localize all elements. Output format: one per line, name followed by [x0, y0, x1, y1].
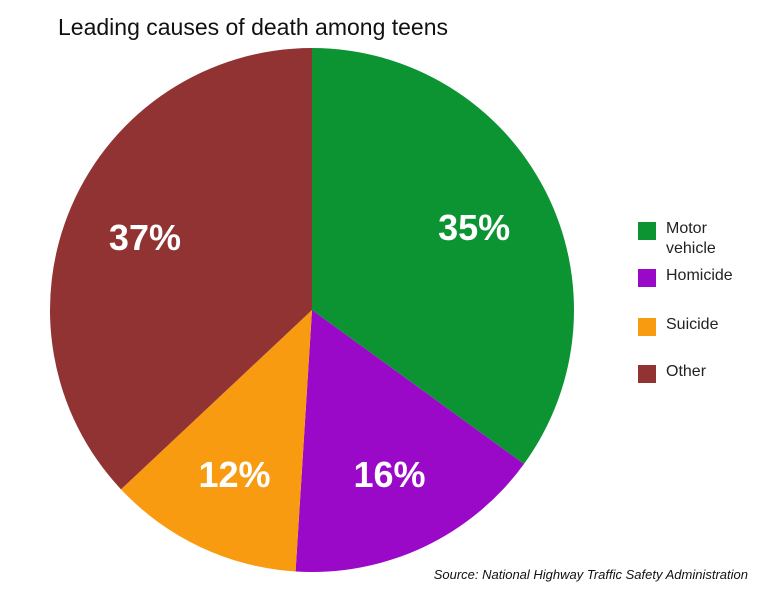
slice-value-label: 37%: [109, 217, 181, 258]
chart-title: Leading causes of death among teens: [58, 14, 449, 40]
pie-slice-motor-vehicle: [312, 48, 575, 464]
legend-item-homicide: Homicide: [638, 266, 746, 287]
legend-item-suicide: Suicide: [638, 315, 746, 336]
legend-item-other: Other: [638, 362, 746, 383]
legend-item-motor-vehicle: Motor vehicle: [638, 219, 746, 259]
source-note: Source: National Highway Traffic Safety …: [433, 567, 748, 582]
pie-slice-other: [49, 48, 312, 490]
pie-slice-homicide: [295, 310, 524, 573]
legend-swatch: [638, 222, 656, 240]
slice-value-label: 16%: [353, 454, 425, 495]
legend-label: Other: [666, 363, 707, 380]
slice-value-label: 35%: [438, 207, 510, 248]
pie-slice-suicide: [121, 310, 312, 572]
legend-label: Homicide: [666, 267, 733, 284]
legend-swatch: [638, 318, 656, 336]
legend-label: Motor vehicle: [666, 220, 716, 257]
legend-label: Suicide: [666, 316, 719, 333]
pie-slices: [49, 48, 575, 573]
legend-swatch: [638, 365, 656, 383]
legend-swatch: [638, 269, 656, 287]
slice-value-label: 12%: [198, 454, 270, 495]
pie-value-labels: 35% 16% 12% 37%: [109, 207, 510, 495]
